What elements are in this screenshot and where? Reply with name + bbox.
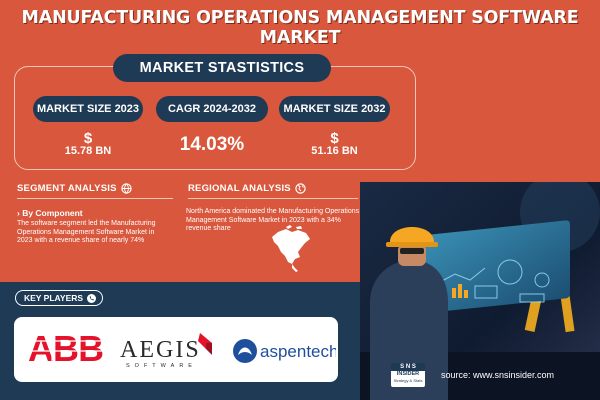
currency-symbol: $ xyxy=(330,130,339,147)
north-america-map-icon xyxy=(272,225,310,272)
abb-logo: ABB xyxy=(28,331,108,365)
sns-logo-line1: INSIDER xyxy=(396,371,420,377)
phone-icon xyxy=(87,293,97,303)
abb-logo-text: ABB xyxy=(28,331,103,365)
key-players-text: KEY PLAYERS xyxy=(24,293,84,303)
aegis-logo-subtext: SOFTWARE xyxy=(126,363,197,369)
page-title: MANUFACTURING OPERATIONS MANAGEMENT SOFT… xyxy=(21,8,579,48)
cagr-value: 14.03% xyxy=(179,134,245,155)
aspentech-logo: aspentech xyxy=(233,339,336,363)
sns-logo-top: S N S xyxy=(391,363,425,371)
aegis-logo-text: AEGIS xyxy=(120,337,201,363)
aspentech-logo-text: aspentech xyxy=(260,342,336,361)
key-players-logos: ABB AEGIS SOFTWARE aspentech xyxy=(14,317,338,382)
value-text: 15.78 BN xyxy=(64,145,112,157)
sns-insider-logo: S N S INSIDER Strategy & Stats xyxy=(391,363,425,387)
market-size-2032-label: MARKET SIZE 2032 xyxy=(279,96,390,122)
regional-divider xyxy=(188,198,358,199)
stats-heading: MARKET STASTISTICS xyxy=(113,54,331,82)
globe-icon xyxy=(120,183,132,194)
segment-subheading: › By Component xyxy=(17,208,83,218)
segment-analysis-title: SEGMENT ANALYSIS xyxy=(17,183,117,194)
key-players-label: KEY PLAYERS xyxy=(15,290,104,306)
market-size-2032-value: $ 51.16 BN xyxy=(279,130,390,158)
currency-symbol: $ xyxy=(83,130,93,147)
value-text: 51.16 BN xyxy=(311,145,358,157)
regional-text: North America dominated the Manufacturin… xyxy=(186,208,360,232)
regional-analysis-heading: REGIONAL ANALYSIS xyxy=(188,183,306,194)
globe-icon xyxy=(295,183,306,194)
sns-logo-line2: Strategy & Stats xyxy=(393,378,423,383)
market-size-2023-value: $ 15.78 BN xyxy=(33,130,143,158)
segment-analysis-heading: SEGMENT ANALYSIS xyxy=(17,183,132,194)
aegis-logo: AEGIS SOFTWARE xyxy=(120,333,212,369)
segment-text: The software segment led the Manufacturi… xyxy=(17,220,156,244)
cagr-label: CAGR 2024-2032 xyxy=(156,96,268,122)
source-text: source: www.snsinsider.com xyxy=(441,370,555,380)
market-size-2023-label: MARKET SIZE 2023 xyxy=(33,96,143,122)
regional-analysis-title: REGIONAL ANALYSIS xyxy=(188,183,291,194)
segment-divider xyxy=(17,198,173,199)
